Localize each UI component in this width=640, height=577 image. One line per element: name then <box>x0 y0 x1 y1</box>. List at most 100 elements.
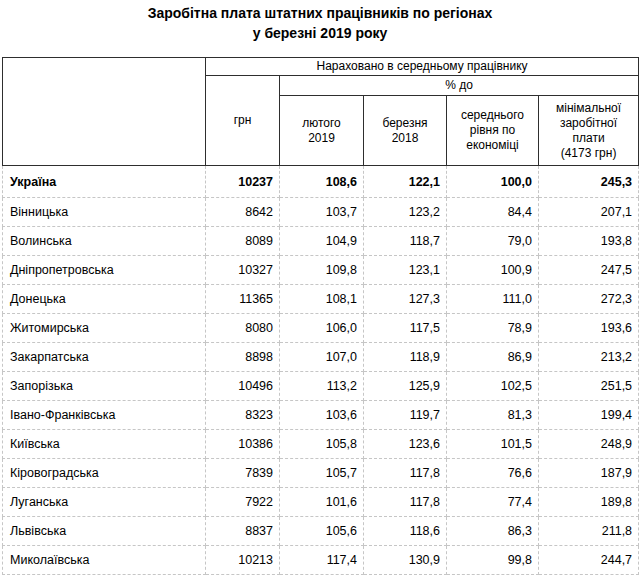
pct-feb-cell: 108,6 <box>280 166 364 198</box>
pct-min-cell: 211,8 <box>539 517 639 546</box>
region-column-header-empty <box>3 58 206 166</box>
pct-mar-cell: 123,1 <box>364 256 447 285</box>
pct-feb-cell: 109,8 <box>280 256 364 285</box>
pct-min-cell: 272,3 <box>539 285 639 314</box>
salary-uah-cell: 7839 <box>206 459 280 488</box>
pct-mar-cell: 118,9 <box>364 343 447 372</box>
pct-avg-cell: 100,0 <box>447 166 539 198</box>
pct-min-cell: 207,1 <box>539 198 639 227</box>
pct-min-cell: 213,2 <box>539 343 639 372</box>
pct-mar-cell: 117,8 <box>364 459 447 488</box>
pct-mar-cell: 122,1 <box>364 166 447 198</box>
pct-mar-cell: 119,7 <box>364 401 447 430</box>
region-cell: Волинська <box>3 227 206 256</box>
pct-feb-cell: 105,7 <box>280 459 364 488</box>
table-row: Миколаївська 10213 117,4 130,9 99,8 244,… <box>3 546 639 575</box>
salary-uah-cell: 11365 <box>206 285 280 314</box>
table-row: Луганська 7922 101,6 117,8 77,4 189,8 <box>3 488 639 517</box>
pct-avg-cell: 76,6 <box>447 459 539 488</box>
pct-mar-cell: 117,8 <box>364 488 447 517</box>
pct-avg-cell: 111,0 <box>447 285 539 314</box>
salary-by-region-table: Нараховано в середньому працівнику грн %… <box>2 57 639 575</box>
region-cell: Донецька <box>3 285 206 314</box>
pct-avg-cell: 77,4 <box>447 488 539 517</box>
region-cell: Запорізька <box>3 372 206 401</box>
pct-min-cell: 189,8 <box>539 488 639 517</box>
salary-uah-cell: 10386 <box>206 430 280 459</box>
pct-feb-cell: 103,6 <box>280 401 364 430</box>
pct-min-cell: 193,8 <box>539 227 639 256</box>
table-row-ukraine-total: Україна 10237 108,6 122,1 100,0 245,3 <box>3 166 639 198</box>
pct-mar-cell: 130,9 <box>364 546 447 575</box>
pct-avg-cell: 86,9 <box>447 343 539 372</box>
region-cell: Львівська <box>3 517 206 546</box>
pct-mar-cell: 118,6 <box>364 517 447 546</box>
header-pct-min-wage: мінімальної заробітної плати (4173 грн) <box>539 96 639 166</box>
table-row: Запорізька 10496 113,2 125,9 102,5 251,5 <box>3 372 639 401</box>
region-cell: Закарпатська <box>3 343 206 372</box>
pct-feb-cell: 113,2 <box>280 372 364 401</box>
salary-uah-cell: 8898 <box>206 343 280 372</box>
pct-min-cell: 193,6 <box>539 314 639 343</box>
pct-avg-cell: 86,3 <box>447 517 539 546</box>
salary-uah-cell: 10496 <box>206 372 280 401</box>
table-row: Закарпатська 8898 107,0 118,9 86,9 213,2 <box>3 343 639 372</box>
pct-mar-cell: 123,2 <box>364 198 447 227</box>
pct-feb-cell: 105,6 <box>280 517 364 546</box>
pct-min-cell: 248,9 <box>539 430 639 459</box>
salary-uah-cell: 8642 <box>206 198 280 227</box>
region-cell: Дніпропетровська <box>3 256 206 285</box>
region-cell: Івано-Франківська <box>3 401 206 430</box>
salary-uah-cell: 10327 <box>206 256 280 285</box>
pct-mar-cell: 123,6 <box>364 430 447 459</box>
table-row: Волинська 8089 104,9 118,7 79,0 193,8 <box>3 227 639 256</box>
region-cell: Україна <box>3 166 206 198</box>
region-cell: Луганська <box>3 488 206 517</box>
pct-avg-cell: 84,4 <box>447 198 539 227</box>
pct-min-cell: 244,7 <box>539 546 639 575</box>
pct-avg-cell: 102,5 <box>447 372 539 401</box>
pct-feb-cell: 106,0 <box>280 314 364 343</box>
pct-mar-cell: 117,5 <box>364 314 447 343</box>
pct-feb-cell: 108,1 <box>280 285 364 314</box>
pct-min-cell: 199,4 <box>539 401 639 430</box>
salary-uah-cell: 10237 <box>206 166 280 198</box>
salary-uah-cell: 8323 <box>206 401 280 430</box>
table-row: Вінницька 8642 103,7 123,2 84,4 207,1 <box>3 198 639 227</box>
region-cell: Кіровоградська <box>3 459 206 488</box>
pct-feb-cell: 107,0 <box>280 343 364 372</box>
table-row: Київська 10386 105,8 123,6 101,5 248,9 <box>3 430 639 459</box>
page-title-line2: у березні 2019 року <box>0 23 640 43</box>
region-cell: Миколаївська <box>3 546 206 575</box>
header-pct-feb-2019: лютого 2019 <box>280 96 364 166</box>
pct-feb-cell: 103,7 <box>280 198 364 227</box>
header-group-accrued: Нараховано в середньому працівнику <box>206 58 639 76</box>
pct-min-cell: 187,9 <box>539 459 639 488</box>
salary-uah-cell: 8089 <box>206 227 280 256</box>
table-row: Кіровоградська 7839 105,7 117,8 76,6 187… <box>3 459 639 488</box>
header-pct-mar-2018: березня 2018 <box>364 96 447 166</box>
region-cell: Київська <box>3 430 206 459</box>
pct-min-cell: 251,5 <box>539 372 639 401</box>
pct-min-cell: 245,3 <box>539 166 639 198</box>
salary-uah-cell: 10213 <box>206 546 280 575</box>
region-cell: Вінницька <box>3 198 206 227</box>
salary-uah-cell: 8080 <box>206 314 280 343</box>
table-row: Дніпропетровська 10327 109,8 123,1 100,9… <box>3 256 639 285</box>
header-pct-avg-economy: середнього рівня по економіці <box>447 96 539 166</box>
pct-avg-cell: 78,9 <box>447 314 539 343</box>
header-percent-to: % до <box>280 76 639 96</box>
pct-feb-cell: 104,9 <box>280 227 364 256</box>
table-body: Україна 10237 108,6 122,1 100,0 245,3 Ві… <box>3 166 639 575</box>
pct-mar-cell: 125,9 <box>364 372 447 401</box>
page-title: Заробітна плата штатних працівників по р… <box>0 0 640 43</box>
pct-avg-cell: 99,8 <box>447 546 539 575</box>
pct-min-cell: 247,5 <box>539 256 639 285</box>
pct-avg-cell: 79,0 <box>447 227 539 256</box>
pct-feb-cell: 117,4 <box>280 546 364 575</box>
salary-uah-cell: 7922 <box>206 488 280 517</box>
table-row: Івано-Франківська 8323 103,6 119,7 81,3 … <box>3 401 639 430</box>
pct-mar-cell: 127,3 <box>364 285 447 314</box>
table-row: Житомирська 8080 106,0 117,5 78,9 193,6 <box>3 314 639 343</box>
pct-avg-cell: 100,9 <box>447 256 539 285</box>
